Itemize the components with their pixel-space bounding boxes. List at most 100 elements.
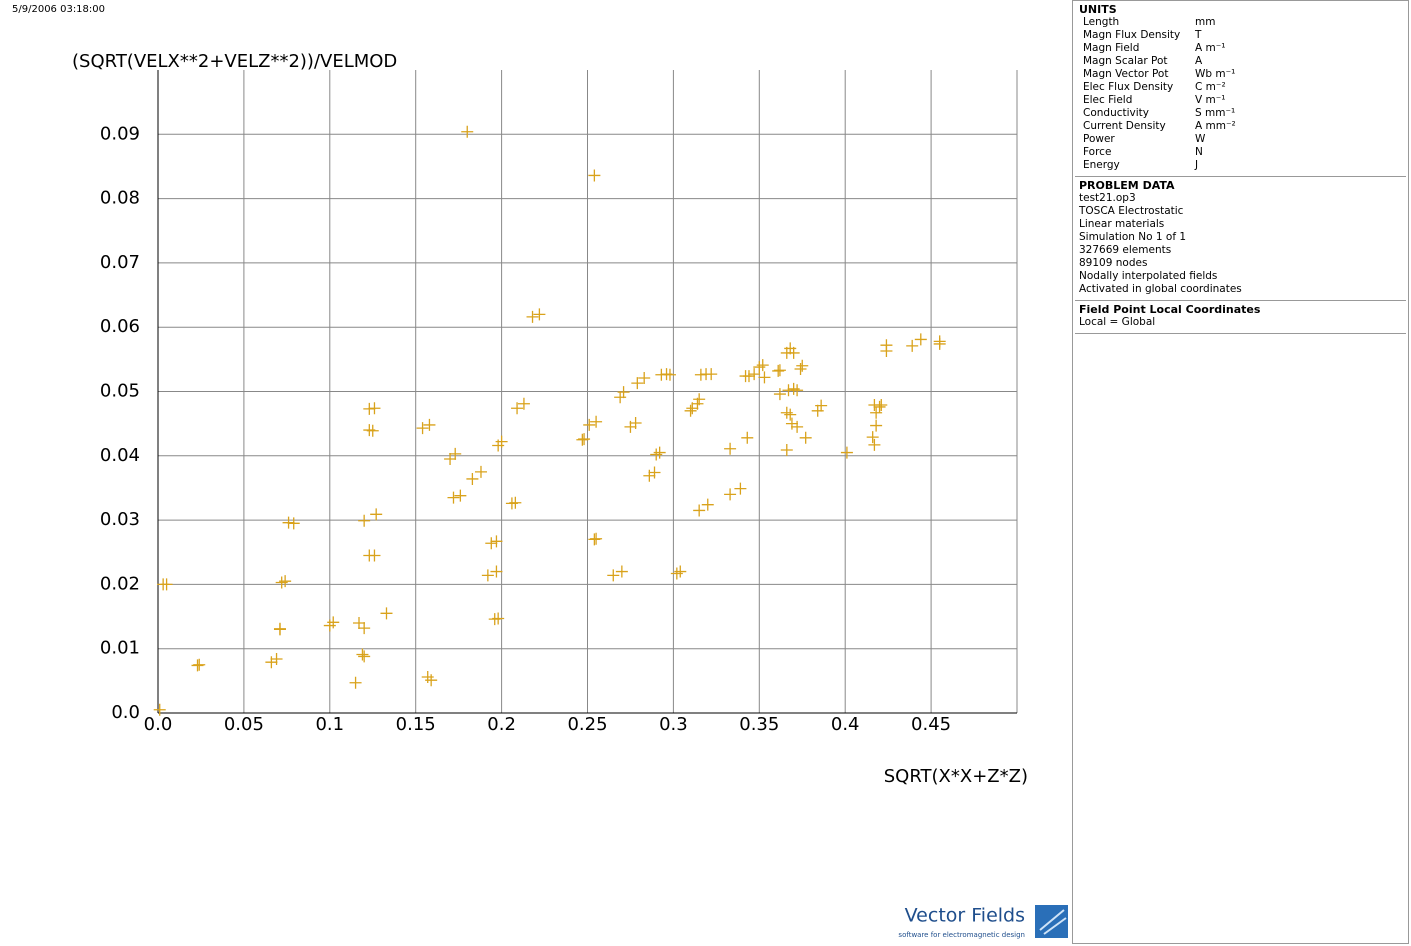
unit-quantity: Energy [1083, 159, 1120, 171]
point [517, 397, 530, 410]
point [153, 703, 166, 716]
unit-value: J [1195, 159, 1199, 171]
point [275, 576, 288, 589]
unit-row: Elec Flux Density C m⁻² [1079, 81, 1402, 94]
point [526, 310, 539, 323]
point [358, 514, 371, 527]
point [631, 377, 644, 390]
y-tick-label: 0.08 [100, 188, 140, 209]
units-section: UNITS Length mm Magn Flux Density T Magn Fiel… [1075, 1, 1406, 177]
unit-quantity: Magn Scalar Pot [1083, 55, 1168, 67]
point [815, 399, 828, 412]
point [873, 400, 886, 413]
unit-row: Force N [1079, 146, 1402, 159]
x-tick-label: 0.05 [224, 714, 264, 735]
point [327, 616, 340, 629]
point [811, 404, 824, 417]
point [868, 438, 881, 451]
point [796, 359, 809, 372]
problem-section: PROBLEM DATA test21.op3 TOSCA Electrostati… [1075, 177, 1406, 301]
problem-line: Simulation No 1 of 1 [1079, 231, 1187, 243]
point [607, 569, 620, 582]
x-tick-label: 0.4 [831, 714, 860, 735]
unit-row: Magn Field A m⁻¹ [1079, 42, 1402, 55]
point [474, 465, 487, 478]
unit-quantity: Length [1083, 16, 1120, 28]
x-tick-label: 0.0 [144, 714, 173, 735]
point [509, 496, 522, 509]
problem-line: TOSCA Electrostatic [1079, 205, 1184, 217]
point [588, 169, 601, 182]
point [648, 466, 661, 479]
y-tick-label: 0.01 [100, 638, 140, 659]
x-tick-label: 0.3 [659, 714, 688, 735]
point [693, 393, 706, 406]
point [653, 446, 666, 459]
point [933, 337, 946, 350]
y-tick-label: 0.07 [100, 252, 140, 273]
point [368, 549, 381, 562]
point [425, 674, 438, 687]
point [663, 368, 676, 381]
chart: 5/9/2006 03:18:00 (SQRT(VELX**2+VELZ**2)… [12, 4, 1068, 939]
point [870, 419, 883, 432]
point [583, 418, 596, 431]
y-tick-label: 0.05 [100, 381, 140, 402]
problem-title: PROBLEM DATA [1079, 179, 1175, 192]
point [380, 607, 393, 620]
point [724, 442, 737, 455]
x-tick-label: 0.35 [739, 714, 779, 735]
point [447, 491, 460, 504]
timestamp: 5/9/2006 03:18:00 [12, 4, 105, 15]
y-tick-label: 0.04 [100, 445, 140, 466]
unit-quantity: Power [1083, 133, 1115, 145]
point [590, 415, 603, 428]
point [617, 386, 630, 399]
point [353, 616, 366, 629]
point [875, 399, 888, 412]
point [629, 417, 642, 430]
unit-value: C m⁻² [1195, 81, 1226, 93]
point [791, 420, 804, 433]
point [741, 431, 754, 444]
point [614, 391, 627, 404]
point [366, 424, 379, 437]
y-tick-label: 0.09 [100, 123, 140, 144]
x-tick-label: 0.25 [567, 714, 607, 735]
point [870, 406, 883, 419]
problem-line: Nodally interpolated fields [1079, 270, 1218, 282]
unit-value: A [1195, 55, 1203, 67]
point [490, 565, 503, 578]
point [485, 537, 498, 550]
unit-quantity: Magn Field [1083, 42, 1140, 54]
point [358, 650, 371, 663]
point [279, 575, 292, 588]
unit-row: Power W [1079, 133, 1402, 146]
point [705, 368, 718, 381]
point [753, 361, 766, 374]
point [840, 446, 853, 459]
point [684, 404, 697, 417]
unit-value: T [1195, 29, 1202, 41]
unit-row: Conductivity S mm⁻¹ [1079, 107, 1402, 120]
point [273, 623, 286, 636]
unit-row: Magn Vector Pot Wb m⁻¹ [1079, 68, 1402, 81]
point [287, 517, 300, 530]
unit-row: Magn Flux Density T [1079, 29, 1402, 42]
unit-quantity: Conductivity [1083, 107, 1149, 119]
unit-row: Length mm [1079, 16, 1402, 29]
point [358, 622, 371, 635]
point [787, 346, 800, 359]
point [615, 565, 628, 578]
field-point-section: Field Point Local Coordinates Local = Glo… [1075, 301, 1406, 334]
units-title: UNITS [1079, 3, 1117, 16]
point [799, 431, 812, 444]
unit-row: Elec Field V m⁻¹ [1079, 94, 1402, 107]
unit-value: W [1195, 133, 1206, 145]
point [449, 447, 462, 460]
problem-line: test21.op3 [1079, 192, 1136, 204]
point [780, 444, 793, 457]
field-point-line: Local = Global [1079, 316, 1156, 328]
point [444, 453, 457, 466]
point [423, 418, 436, 431]
